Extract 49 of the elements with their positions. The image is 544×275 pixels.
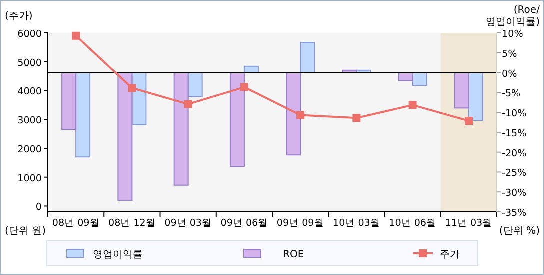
- bar: [300, 42, 316, 74]
- y-tick-label: 3000: [18, 116, 42, 127]
- y-tick-label: 0: [36, 202, 42, 214]
- point: [352, 114, 361, 122]
- point: [240, 83, 248, 92]
- bar: [118, 72, 133, 201]
- y2-tick-label: -35%: [502, 208, 527, 219]
- y2-tick-label: 5%: [502, 48, 518, 60]
- x-tick-label: 09년 09월: [276, 218, 324, 229]
- y2-tick-label: -30%: [502, 188, 527, 200]
- bar: [454, 72, 470, 109]
- legend-label: ROE: [283, 250, 304, 260]
- x-tick-label: 08년 09월: [52, 218, 100, 229]
- bar: [62, 72, 77, 130]
- legend-label: 주가: [440, 250, 460, 260]
- text: (단위 원): [5, 226, 46, 237]
- y2-tick-label: -10%: [502, 108, 527, 120]
- x-tick-label: 10년 03월: [332, 218, 380, 229]
- x-tick-label: 09년 06월: [220, 218, 268, 229]
- y2-tick-label: -5%: [502, 88, 521, 100]
- point: [296, 111, 305, 120]
- point: [72, 32, 80, 40]
- legend-label: 영업이익률: [93, 250, 143, 260]
- text: (단위 %): [499, 226, 540, 237]
- point: [184, 100, 192, 108]
- bar: [230, 72, 245, 168]
- bar: [468, 72, 484, 122]
- y2-tick-label: 10%: [502, 29, 524, 40]
- y-tick-label: 4000: [18, 86, 42, 98]
- x-tick-label: 09년 03월: [164, 218, 212, 229]
- y2-tick-label: -20%: [502, 148, 527, 160]
- y2-tick-label: -15%: [502, 128, 527, 140]
- bar: [76, 72, 91, 158]
- x-tick-label: 11년 03월: [445, 218, 493, 229]
- y-tick-label: 6000: [18, 29, 42, 40]
- y2-tick-label: -25%: [502, 168, 527, 180]
- y2-tick-label: 0%: [502, 68, 518, 80]
- y-tick-label: 1000: [18, 173, 42, 184]
- y-tick-label: 2000: [18, 144, 42, 156]
- y-tick-label: 5000: [18, 58, 42, 69]
- y2-axis-title: (Roe/ 영업이익률): [486, 5, 541, 28]
- point: [464, 117, 473, 126]
- x-tick-label: 08년 12월: [108, 218, 156, 229]
- point: [128, 84, 136, 92]
- y-axis-title: (주가): [5, 11, 33, 22]
- x-tick-label: 10년 06월: [389, 218, 437, 229]
- bar: [174, 72, 189, 186]
- bar: [286, 72, 302, 156]
- point: [408, 101, 417, 110]
